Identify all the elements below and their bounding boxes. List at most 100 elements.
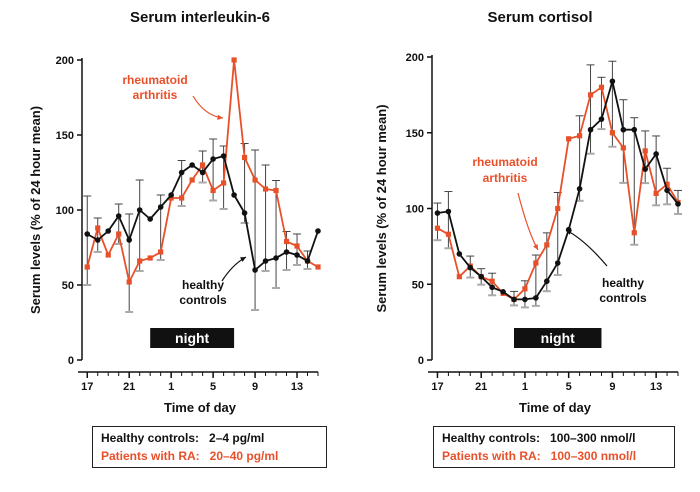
data-point-healthy (294, 252, 300, 258)
data-point-ra (158, 249, 164, 255)
data-point-healthy (315, 228, 321, 234)
data-point-healthy (456, 251, 463, 257)
legend-value: 20–40 pg/ml (209, 449, 279, 463)
legend-label: Patients with RA: (442, 449, 541, 463)
legend-row-healthy: Healthy controls: 100–300 nmol/l (442, 429, 666, 447)
night-label: night (175, 330, 210, 346)
data-point-ra (489, 278, 495, 284)
annotation-arrowhead (533, 244, 538, 250)
data-point-healthy (199, 169, 206, 176)
night-bar (514, 328, 602, 348)
legend-cortisol: Healthy controls: 100–300 nmol/l Patient… (433, 426, 675, 468)
data-point-healthy (609, 78, 616, 85)
chart-title: Serum cortisol (487, 9, 592, 26)
data-point-ra (664, 181, 670, 187)
data-point-healthy (252, 267, 258, 273)
data-point-ra (522, 286, 528, 292)
annotation-label: controls (599, 291, 647, 305)
data-point-healthy (304, 258, 311, 264)
y-tick-label: 0 (68, 355, 74, 367)
data-point-healthy (220, 153, 227, 159)
y-tick-label: 200 (406, 52, 424, 64)
data-point-healthy (178, 169, 185, 176)
data-point-healthy (94, 237, 101, 243)
x-tick-label: 13 (291, 381, 303, 393)
data-point-healthy (467, 264, 474, 271)
annotation-label: arthritis (133, 88, 178, 102)
data-point-ra (577, 133, 583, 139)
data-point-ra (189, 177, 195, 183)
data-point-ra (315, 264, 321, 270)
annotation-arrow (192, 95, 224, 119)
data-point-healthy (489, 284, 495, 291)
data-point-ra (544, 242, 550, 248)
x-tick-label: 13 (650, 381, 662, 393)
data-point-ra (631, 230, 637, 236)
data-point-ra (126, 279, 132, 285)
data-point-ra (252, 177, 258, 183)
data-point-ra (137, 258, 143, 264)
data-point-healthy (262, 258, 269, 264)
data-point-healthy (500, 289, 506, 295)
annotation-arrow (517, 192, 539, 251)
data-point-ra (434, 225, 441, 231)
y-tick-label: 150 (56, 130, 74, 142)
legend-value: 2–4 pg/ml (209, 431, 265, 445)
annotation-arrow (565, 229, 608, 267)
legend-label: Patients with RA: (101, 449, 200, 463)
night-label: night (541, 330, 576, 346)
data-point-healthy (554, 260, 561, 266)
data-point-ra (210, 187, 216, 194)
data-point-healthy (210, 156, 216, 162)
data-point-ra (445, 231, 451, 237)
annotation-label: arthritis (483, 171, 528, 185)
data-point-healthy (231, 192, 237, 198)
data-point-healthy (544, 278, 550, 285)
y-tick-label: 100 (406, 204, 424, 216)
annotation-label: controls (179, 293, 227, 307)
data-point-ra (566, 136, 572, 142)
data-point-ra (283, 238, 290, 245)
data-point-ra (609, 130, 615, 136)
data-point-ra (456, 274, 462, 280)
data-point-healthy (115, 213, 122, 219)
data-point-ra (598, 84, 605, 90)
data-point-ra (241, 154, 248, 161)
data-point-healthy (533, 295, 539, 301)
data-point-ra (273, 187, 279, 194)
data-point-healthy (631, 126, 638, 133)
data-point-ra (620, 145, 626, 151)
x-tick-label: 9 (609, 381, 615, 393)
annotation-label: healthy (602, 276, 644, 290)
legend-row-ra: Patients with RA: 20–40 pg/ml (101, 447, 318, 465)
data-point-ra (262, 186, 269, 192)
legend-value: 100–300 nmol/l (550, 449, 637, 463)
data-point-healthy (598, 116, 605, 122)
x-tick-label: 1 (168, 381, 174, 393)
data-point-healthy (445, 208, 452, 215)
data-point-ra (116, 231, 122, 237)
y-tick-label: 200 (56, 55, 74, 67)
data-point-ra (533, 260, 539, 266)
data-point-healthy (522, 296, 528, 303)
x-tick-label: 9 (252, 381, 258, 393)
data-point-ra (105, 252, 111, 258)
data-point-healthy (283, 249, 290, 255)
data-point-healthy (620, 126, 627, 133)
data-point-ra (555, 205, 561, 212)
y-axis-label: Serum levels (% of 24 hour mean) (28, 106, 43, 314)
data-point-ra (147, 255, 153, 261)
annotation-label: rheumatoid (122, 73, 187, 87)
data-point-healthy (157, 204, 164, 210)
data-point-ra (179, 195, 185, 201)
data-point-healthy (105, 228, 112, 234)
data-point-healthy (273, 255, 279, 261)
data-point-ra (231, 57, 237, 63)
data-point-healthy (147, 216, 153, 222)
data-point-healthy (653, 151, 659, 157)
data-point-healthy (241, 210, 248, 216)
data-point-ra (84, 264, 90, 270)
